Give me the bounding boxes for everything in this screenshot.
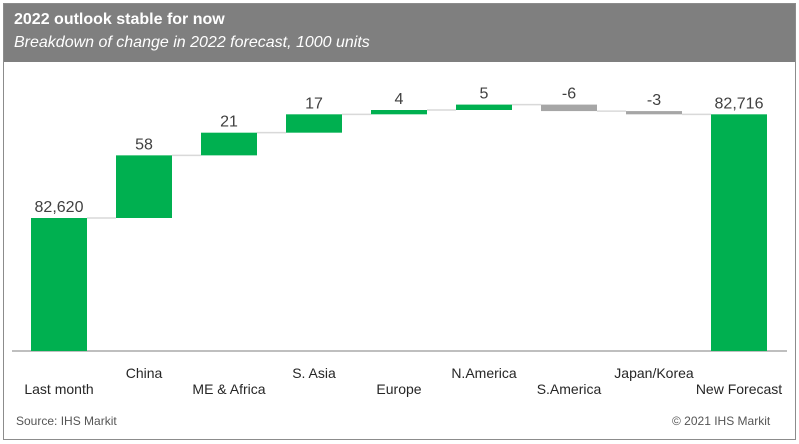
bar-last-month: [31, 218, 87, 351]
category-label: Last month: [24, 381, 93, 397]
copyright-note: © 2021 IHS Markit: [672, 414, 771, 428]
bar-europe: [371, 110, 427, 115]
value-label: -3: [647, 92, 661, 109]
category-label: S. Asia: [292, 365, 336, 381]
value-label: -6: [562, 86, 576, 103]
bar-s-asia: [286, 114, 342, 133]
category-label: N.America: [451, 365, 517, 381]
value-label: 82,716: [715, 95, 764, 112]
bar-n-america: [456, 104, 512, 110]
value-label: 4: [395, 91, 404, 108]
waterfall-chart: 82,620 Last month 58 China 21 ME & Africa 17 S.…: [12, 86, 787, 397]
category-label: S.America: [537, 381, 602, 397]
source-note: Source: IHS Markit: [16, 414, 117, 428]
chart-title: 2022 outlook stable for now: [14, 11, 225, 28]
bar-me-africa: [201, 132, 257, 156]
bar-china: [116, 155, 172, 218]
category-label: Europe: [376, 381, 421, 397]
bar-new-forecast: [711, 114, 767, 351]
value-label: 5: [480, 86, 489, 103]
bar-japan-korea: [626, 111, 682, 115]
bar-s-america: [541, 104, 597, 112]
value-label: 82,620: [35, 199, 84, 216]
category-label: ME & Africa: [192, 381, 265, 397]
chart-frame: 2022 outlook stable for now Breakdown of…: [3, 3, 796, 440]
value-label: 58: [135, 136, 153, 153]
category-label: New Forecast: [696, 381, 782, 397]
chart-subtitle: Breakdown of change in 2022 forecast, 10…: [14, 34, 370, 51]
category-label: China: [126, 365, 163, 381]
value-label: 17: [305, 95, 323, 112]
value-label: 21: [220, 114, 238, 131]
category-label: Japan/Korea: [614, 365, 694, 381]
chart-header: 2022 outlook stable for now Breakdown of…: [4, 4, 795, 62]
